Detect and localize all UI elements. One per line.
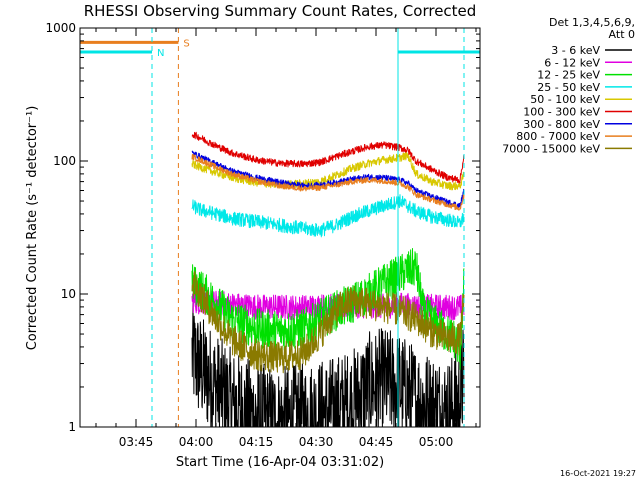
legend-label: 100 - 300 keV [523, 106, 600, 119]
series-layer [191, 131, 465, 427]
x-tick-label: 04:00 [179, 435, 214, 449]
legend-label: 7000 - 15000 keV [502, 142, 600, 155]
legend-label: 6 - 12 keV [544, 56, 600, 69]
event-marker-label: S [183, 38, 189, 49]
x-tick-label: 03:45 [119, 435, 154, 449]
x-tick-label: 05:00 [419, 435, 454, 449]
event-marker-label: N [157, 48, 164, 59]
legend-label: 300 - 800 keV [523, 118, 600, 131]
series-line-4 [191, 151, 465, 191]
series-line-7 [191, 153, 465, 211]
legend-label: 3 - 6 keV [551, 44, 600, 57]
legend-label: 25 - 50 keV [537, 81, 600, 94]
series-line-3 [191, 194, 465, 238]
legend-label: 50 - 100 keV [530, 93, 600, 106]
y-axis-label: Corrected Count Rate (s⁻¹ detector⁻¹) [25, 106, 40, 351]
y-tick-label: 1000 [45, 21, 76, 35]
x-tick-label: 04:15 [239, 435, 274, 449]
series-line-0 [191, 301, 465, 427]
y-tick-label: 100 [53, 154, 76, 168]
x-tick-label: 04:45 [359, 435, 394, 449]
x-axis-label: Start Time (16-Apr-04 03:31:02) [176, 455, 384, 470]
legend-label: 12 - 25 keV [537, 69, 600, 82]
render-timestamp: 16-Oct-2021 19:27 [560, 469, 636, 478]
y-tick-label: 10 [61, 287, 76, 301]
legend-label: 800 - 7000 keV [516, 130, 600, 143]
event-marker-layer: NS [80, 28, 480, 427]
series-line-8 [191, 270, 465, 374]
y-tick-label: 1 [68, 420, 76, 434]
axis-layer: 03:45 04:00 04:15 04:30 04:45 05:00 1 10 100 1000 [45, 21, 480, 449]
series-line-5 [191, 131, 465, 184]
x-tick-label: 04:30 [299, 435, 334, 449]
series-line-6 [191, 150, 465, 209]
chart-title: RHESSI Observing Summary Count Rates, Co… [84, 2, 477, 20]
legend-header-line: Att 0 [609, 28, 635, 41]
plot-frame [79, 27, 481, 428]
legend-header-line: Det 1,3,4,5,6,9, [549, 16, 635, 29]
